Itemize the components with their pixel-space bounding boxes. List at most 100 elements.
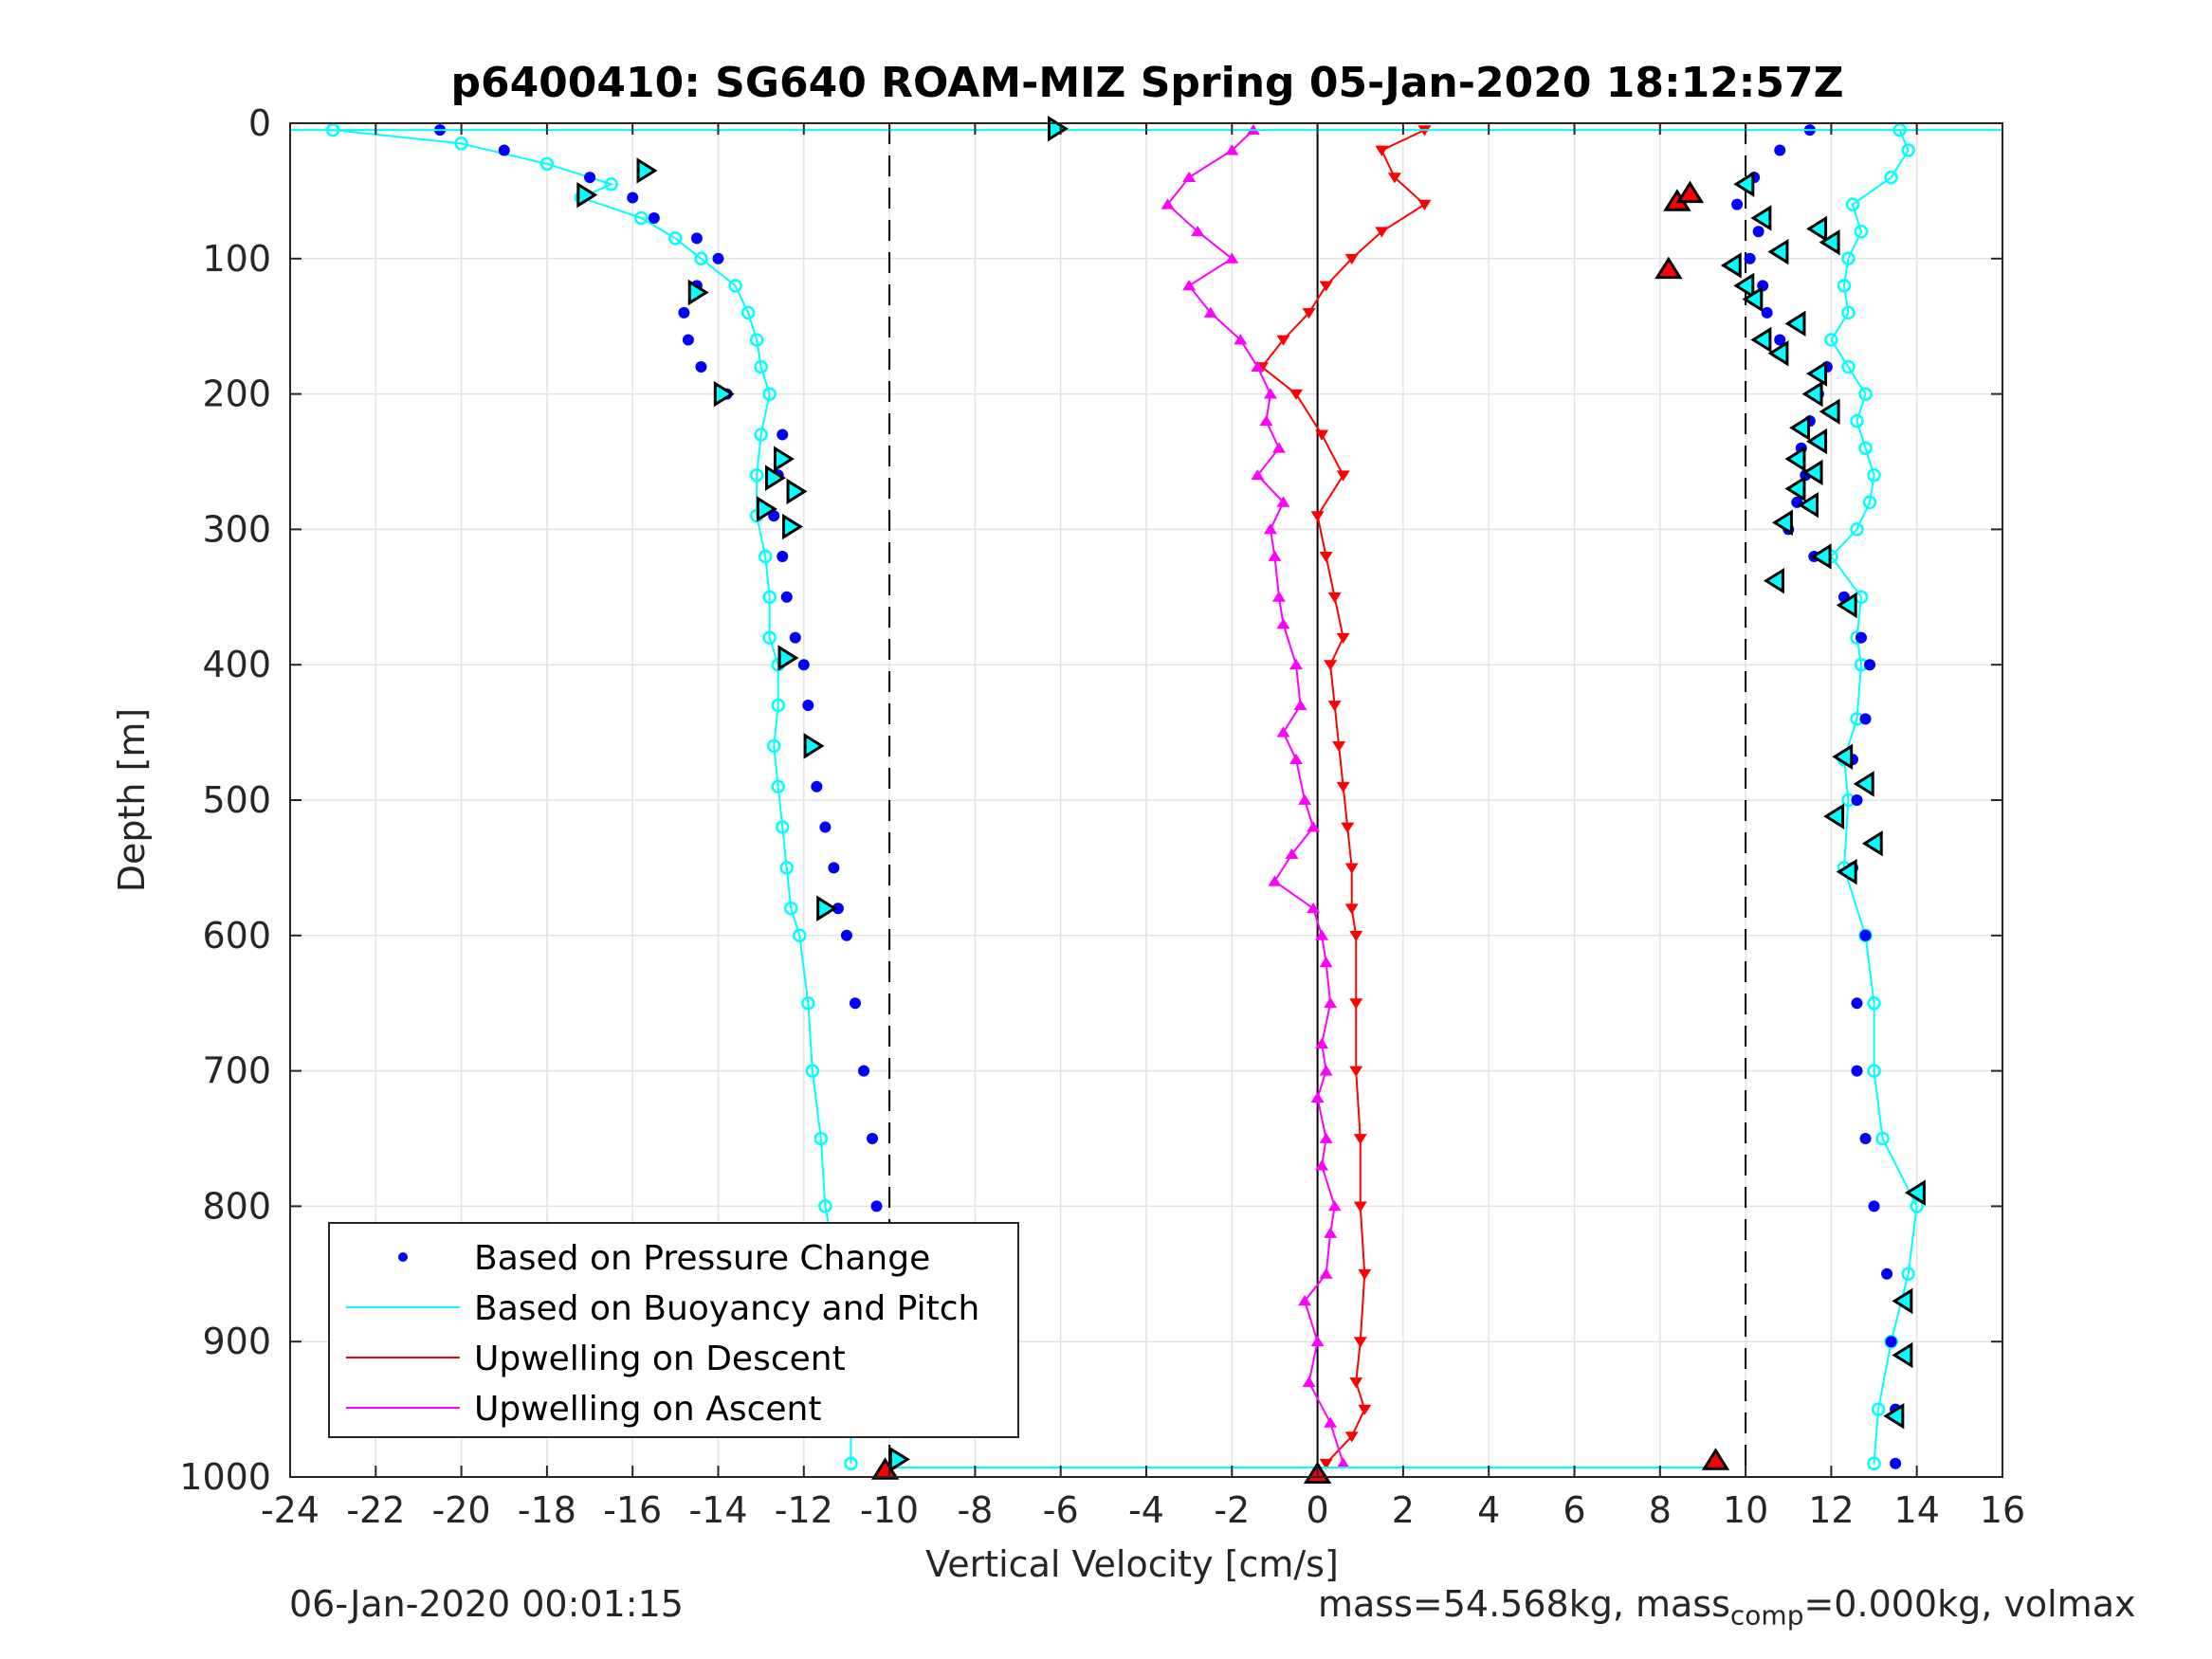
y-tick-label: 500 [202, 779, 271, 821]
buoyancy-ascent-point [1824, 333, 1838, 347]
buoyancy-descent-point [844, 1456, 858, 1470]
upwelling-ascent-marker [1319, 957, 1333, 968]
buoyancy-descent-point [604, 177, 618, 191]
buoyancy-descent-point [818, 1199, 832, 1213]
upwelling-ascent-marker [1310, 1091, 1325, 1103]
upwelling-descent-marker [1324, 660, 1338, 671]
upwelling-ascent-marker [1319, 1065, 1333, 1076]
buoyancy-descent-point [801, 995, 815, 1011]
buoyancy-ascent-point [1867, 1456, 1881, 1470]
legend-label: Based on Buoyancy and Pitch [474, 1289, 979, 1328]
x-tick-label: -12 [775, 1489, 833, 1531]
upwelling-ascent-marker [1324, 1416, 1338, 1428]
upwelling-ascent-marker [1182, 280, 1197, 291]
ascent-triangle-marker [1750, 326, 1772, 354]
y-tick-label: 200 [202, 374, 271, 415]
upwelling-descent-marker [1358, 1404, 1372, 1415]
buoyancy-descent-point [779, 861, 794, 875]
upwelling-ascent-marker [1203, 306, 1217, 318]
buoyancy-ascent-point [1884, 170, 1898, 185]
pressure-ascent-point [1774, 144, 1786, 156]
ascent-triangle-marker [1767, 340, 1789, 367]
descent-triangle-marker [774, 446, 795, 472]
pressure-descent-point [690, 232, 703, 245]
pressure-descent-point [789, 631, 801, 644]
buoyancy-ascent-point [1854, 224, 1869, 239]
buoyancy-ascent-point [1875, 1131, 1890, 1146]
upwelling-descent-marker [1336, 781, 1350, 793]
pressure-descent-point [840, 929, 852, 941]
buoyancy-descent-point [762, 630, 777, 645]
upwelling-ascent-marker [1315, 929, 1329, 940]
buoyancy-ascent-point [1910, 1199, 1924, 1213]
pressure-descent-point [777, 550, 789, 562]
pressure-ascent-point [1881, 1267, 1893, 1280]
buoyancy-descent-point [749, 333, 764, 347]
buoyancy-ascent-point [1867, 1064, 1881, 1078]
buoyancy-ascent-point [1867, 468, 1881, 483]
x-tick-label: -4 [1128, 1489, 1164, 1531]
upwelling-ascent-marker [1263, 388, 1277, 399]
pressure-ascent-point [1851, 794, 1863, 806]
pressure-ascent-point [1890, 1457, 1902, 1469]
x-tick-label: 10 [1723, 1489, 1768, 1531]
buoyancy-ascent-point [1867, 995, 1881, 1011]
upwelling-descent-marker [1344, 1431, 1359, 1443]
pressure-descent-point [832, 902, 844, 915]
ascent-triangle-marker [1904, 1179, 1926, 1206]
mass-text-1: mass=54.568kg, mass [1318, 1583, 1730, 1625]
pressure-ascent-point [1856, 631, 1868, 644]
ascent-triangle-marker [1806, 215, 1828, 243]
ascent-triangle-marker [1832, 743, 1854, 771]
buoyancy-descent-point [728, 279, 742, 293]
upwelling-ascent-marker [1276, 618, 1290, 629]
ascent-triangle-marker [1767, 238, 1789, 265]
upwelling-ascent-marker [1307, 902, 1321, 914]
buoyancy-ascent-point [1850, 413, 1864, 428]
upwelling-ascent-marker [1234, 334, 1248, 345]
upwelling-descent-marker [1319, 281, 1333, 292]
descent-triangle-marker [782, 513, 803, 540]
pressure-descent-point [682, 334, 694, 346]
upwelling-ascent-marker [1289, 658, 1304, 670]
pressure-descent-point [777, 428, 789, 441]
ascent-triangle-marker [1733, 272, 1755, 300]
x-tick-label: -20 [432, 1489, 491, 1531]
buoyancy-ascent-point [1837, 279, 1852, 293]
legend-label: Upwelling on Descent [474, 1340, 846, 1378]
x-tick-label: -14 [688, 1489, 747, 1531]
buoyancy-ascent-point [1841, 305, 1856, 320]
upwelling-descent-marker [1332, 740, 1346, 753]
pressure-descent-point [695, 361, 707, 374]
buoyancy-ascent-point [1862, 495, 1877, 510]
buoyancy-descent-point [668, 231, 683, 246]
upwelling-ascent-marker [1319, 1267, 1333, 1279]
x-tick-label: -8 [957, 1489, 993, 1531]
descent-triangle-marker [1047, 116, 1069, 142]
upwelling-ascent-marker [1293, 699, 1307, 710]
upwelling-ascent-marker [1327, 1200, 1342, 1212]
legend-swatch [398, 1252, 408, 1262]
y-tick-label: 100 [202, 238, 271, 280]
upwelling-ascent-marker [1263, 523, 1277, 535]
buoyancy-descent-point [775, 820, 790, 834]
ascent-triangle-marker [1763, 567, 1784, 594]
footer-mass-info: mass=54.568kg, masscomp=0.000kg, volmax [1318, 1583, 2135, 1632]
buoyancy-descent-line [333, 129, 852, 1464]
red-triangle-marker [1654, 256, 1683, 280]
pressure-ascent-point [1761, 306, 1773, 319]
y-tick-label: 600 [202, 915, 271, 957]
pressure-ascent-point [1774, 334, 1786, 346]
upwelling-ascent-marker [1285, 848, 1299, 860]
upwelling-ascent-marker [1307, 821, 1321, 832]
upwelling-ascent-marker [1251, 468, 1265, 481]
buoyancy-ascent-point [1858, 387, 1873, 401]
upwelling-ascent-marker [1302, 1376, 1316, 1387]
ascent-triangle-marker [1861, 830, 1883, 857]
ascent-triangle-marker [1806, 428, 1828, 455]
upwelling-ascent-marker [1336, 1457, 1350, 1468]
buoyancy-descent-point [814, 1131, 829, 1146]
upwelling-descent-marker [1349, 1377, 1363, 1389]
ascent-triangle-marker [1892, 1287, 1913, 1315]
descent-triangle-marker [816, 895, 838, 921]
